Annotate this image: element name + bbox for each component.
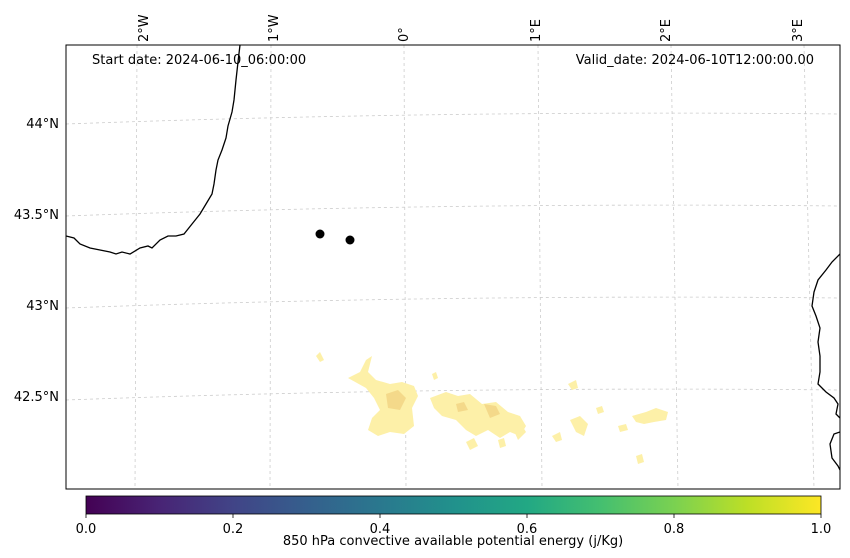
colorbar-tick-3: 0.6	[517, 522, 538, 537]
lon-label-0: 0°	[397, 27, 412, 42]
colorbar-tick-5: 1.0	[811, 522, 832, 537]
lat-label-44n: 44°N	[26, 117, 59, 132]
lat-labels: 44°N 43.5°N 43°N 42.5°N	[14, 117, 59, 405]
meridian-1e	[537, 45, 543, 489]
map-frame	[65, 44, 841, 490]
meridian-1w	[269, 45, 272, 489]
colorbar-gradient	[85, 495, 822, 515]
lon-label-3e: 3°E	[791, 19, 806, 42]
colorbar-tick-0: 0.0	[76, 522, 97, 537]
parallel-43-5n	[66, 204, 840, 217]
parallel-44n	[66, 112, 840, 125]
lon-label-1w: 1°W	[267, 14, 282, 42]
coastline-cape-creus	[829, 431, 840, 471]
marker-station-1	[315, 229, 325, 239]
lat-label-43-5n: 43.5°N	[14, 208, 59, 223]
colorbar-label: 850 hPa convective available potential e…	[283, 534, 623, 549]
colorbar-tick-2: 0.4	[370, 522, 391, 537]
lon-labels: 2°W 1°W 0° 1°E 2°E 3°E	[137, 14, 806, 42]
lon-label-2e: 2°E	[659, 19, 674, 42]
parallel-43n	[66, 296, 840, 309]
colorbar: 0.0 0.2 0.4 0.6 0.8 1.0 850 hPa convecti…	[76, 495, 832, 549]
lat-label-42-5n: 42.5°N	[14, 390, 59, 405]
valid-date-label: Valid_date: 2024-06-10T12:00:00.00	[576, 53, 814, 68]
colorbar-tick-1: 0.2	[223, 522, 244, 537]
start-date-label: Start date: 2024-06-10_06:00:00	[92, 53, 306, 68]
marker-station-2	[345, 235, 355, 245]
meridian-3e	[803, 45, 815, 489]
meridian-0	[403, 45, 407, 489]
lon-label-2w: 2°W	[137, 14, 152, 42]
graticule	[66, 45, 840, 489]
cape-field	[316, 352, 668, 464]
coastline-bay-of-biscay	[66, 45, 241, 255]
coastline	[66, 45, 840, 471]
lat-label-43n: 43°N	[26, 299, 59, 314]
parallel-42-5n	[66, 388, 840, 401]
colorbar-tick-4: 0.8	[664, 522, 685, 537]
coastline-mediterranean	[811, 253, 840, 419]
lon-label-1e: 1°E	[529, 19, 544, 42]
meridian-2w	[134, 45, 138, 489]
meridian-2e	[670, 45, 679, 489]
